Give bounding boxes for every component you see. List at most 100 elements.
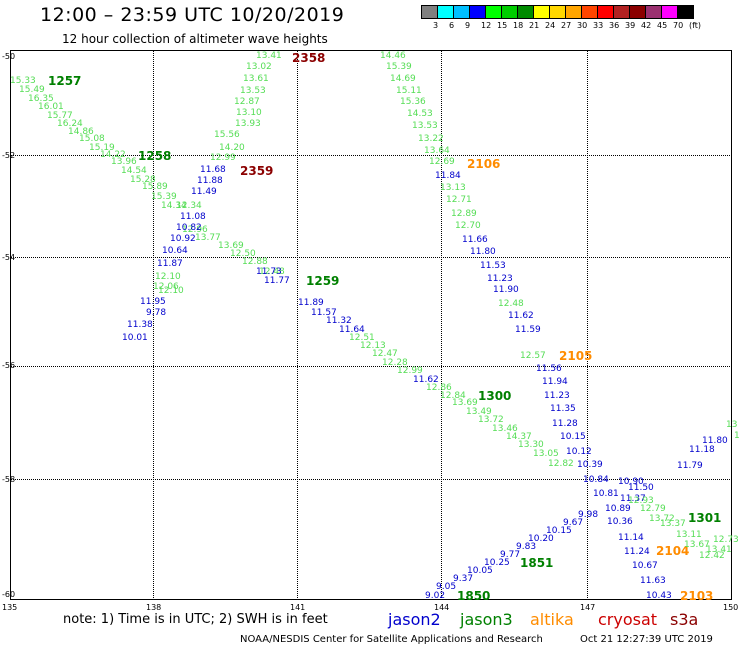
lon-label: 147 (580, 603, 596, 612)
legend-swatch (517, 5, 534, 19)
wave-height-value: 15.33 (10, 76, 36, 86)
wave-height-value: 15.89 (142, 182, 168, 192)
legend-swatch (597, 5, 614, 19)
legend-swatch (533, 5, 550, 19)
wave-height-value: 10.01 (122, 333, 148, 343)
satellite-name: jason2 (388, 610, 441, 629)
wave-height-value: 13.69 (452, 398, 478, 408)
wave-height-value: 13 (726, 420, 738, 430)
map-subtitle: 12 hour collection of altimeter wave hei… (62, 32, 328, 46)
map-title: 12:00 – 23:59 UTC 10/20/2019 (40, 4, 345, 26)
track-time-label: 1301 (688, 511, 722, 525)
lon-label: 144 (434, 603, 450, 612)
wave-height-value: 12.82 (548, 459, 574, 469)
wave-height-value: 11.23 (487, 274, 513, 284)
track-time-label: 1851 (520, 556, 554, 570)
wave-height-value: 12.57 (520, 351, 546, 361)
wave-height-value: 13.96 (111, 157, 137, 167)
wave-height-value: 11.14 (618, 533, 644, 543)
wave-height-value: 11.95 (140, 297, 166, 307)
wave-height-value: 10.82 (176, 223, 202, 233)
wave-height-value: 9.02 (425, 591, 446, 601)
wave-height-value: 11.62 (508, 311, 534, 321)
wave-height-value: 12.70 (455, 221, 481, 231)
color-legend (421, 5, 694, 19)
wave-height-value: 13 (734, 431, 740, 441)
wave-height-value: 13.64 (424, 146, 450, 156)
wave-height-value: 13.02 (246, 62, 272, 72)
wave-height-value: 15.56 (214, 130, 240, 140)
track-time-label: 2103 (680, 589, 714, 603)
wave-height-value: 11.88 (197, 176, 223, 186)
grid-lon-147 (587, 50, 588, 600)
wave-height-value: 11.24 (624, 547, 650, 557)
legend-label: 42 (641, 21, 652, 30)
wave-height-value: 12.79 (640, 504, 666, 514)
wave-height-value: 11.18 (689, 445, 715, 455)
wave-height-value: 14.69 (390, 74, 416, 84)
track-time-label: 1300 (478, 389, 512, 403)
legend-label: 15 (497, 21, 508, 30)
wave-height-value: 11.57 (311, 308, 337, 318)
wave-height-value: 11.59 (515, 325, 541, 335)
wave-height-value: 11.64 (339, 325, 365, 335)
wave-height-value: 11.28 (552, 419, 578, 429)
wave-height-value: 10.90 (618, 477, 644, 487)
wave-height-value: 14.34 (161, 201, 187, 211)
legend-swatch (469, 5, 486, 19)
wave-height-value: 12.86 (426, 383, 452, 393)
wave-height-value: 10.39 (577, 460, 603, 470)
legend-swatch (437, 5, 454, 19)
footer-timestamp: Oct 21 12:27:39 UTC 2019 (580, 634, 713, 645)
wave-height-value: 11.66 (462, 235, 488, 245)
wave-height-value: 13.10 (236, 108, 262, 118)
wave-height-value: 12.99 (397, 366, 423, 376)
wave-height-value: 11.84 (435, 171, 461, 181)
track-time-label: 1259 (306, 274, 340, 288)
wave-height-value: 12.89 (451, 209, 477, 219)
wave-height-value: 12.99 (210, 153, 236, 163)
grid-lat-56 (10, 366, 732, 367)
wave-height-value: 10.64 (162, 246, 188, 256)
satellite-name: cryosat (598, 610, 658, 629)
wave-height-value: 10.12 (566, 447, 592, 457)
legend-swatch (581, 5, 598, 19)
wave-height-value: 13.53 (412, 121, 438, 131)
wave-height-value: 13.05 (533, 449, 559, 459)
grid-lat-58 (10, 479, 732, 480)
wave-height-value: 10.92 (170, 234, 196, 244)
wave-height-value: 15.39 (151, 192, 177, 202)
legend-label: 30 (577, 21, 588, 30)
legend-swatch (565, 5, 582, 19)
wave-height-value: 12.06 (153, 282, 179, 292)
wave-height-value: 12.73 (713, 535, 739, 545)
wave-height-value: 12.48 (498, 299, 524, 309)
wave-height-value: 11.63 (640, 576, 666, 586)
wave-height-value: 12.93 (628, 496, 654, 506)
map-frame (10, 50, 732, 600)
wave-height-value: 12.28 (382, 358, 408, 368)
legend-swatch (453, 5, 470, 19)
wave-height-value: 12.69 (429, 157, 455, 167)
wave-height-value: 10.67 (632, 561, 658, 571)
wave-height-value: 14.53 (407, 109, 433, 119)
wave-height-value: 11.94 (542, 377, 568, 387)
wave-height-value: 9.05 (436, 582, 457, 592)
legend-label: 39 (625, 21, 636, 30)
wave-height-value: 14.20 (219, 143, 245, 153)
track-time-label: 2359 (240, 164, 274, 178)
lat-label: -58 (2, 475, 16, 484)
wave-height-value: 11.87 (157, 259, 183, 269)
wave-height-value: 13.61 (243, 74, 269, 84)
legend-label: 33 (593, 21, 604, 30)
legend-label: 27 (561, 21, 572, 30)
wave-height-value: 9.83 (516, 542, 537, 552)
wave-height-value: 12.47 (372, 349, 398, 359)
wave-height-value: 10.20 (528, 534, 554, 544)
wave-height-value: 16.01 (38, 102, 64, 112)
wave-height-value: 11.73 (256, 267, 282, 277)
wave-height-value: 9.98 (578, 510, 599, 520)
wave-height-value: 13.72 (649, 514, 675, 524)
wave-height-value: 15.19 (89, 143, 115, 153)
wave-height-value: 12.84 (440, 391, 466, 401)
